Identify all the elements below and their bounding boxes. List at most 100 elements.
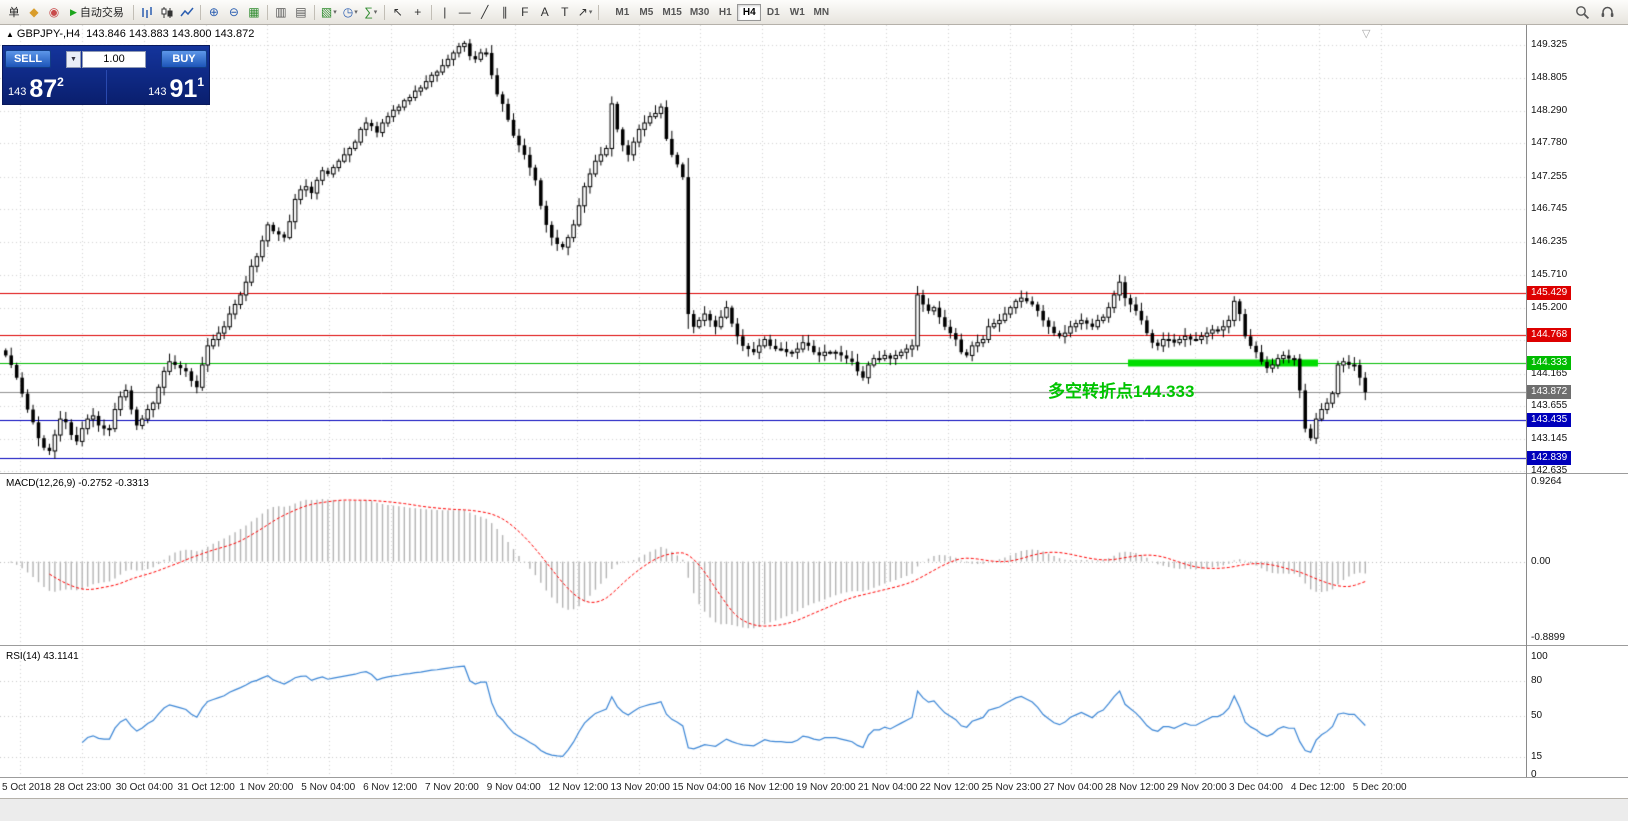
vertical-line-icon[interactable]: | <box>435 2 455 22</box>
time-axis-label: 22 Nov 12:00 <box>919 782 980 793</box>
text-label-icon[interactable]: T <box>555 2 575 22</box>
timeframe-h4[interactable]: H4 <box>737 3 762 21</box>
timeframe-m15[interactable]: M15 <box>658 4 685 21</box>
buy-price[interactable]: 143 91 1 <box>105 70 210 104</box>
rsi-scale-tick: 100 <box>1531 651 1548 662</box>
symbol-period-label: GBPJPY-,H4 <box>16 28 81 40</box>
timeframe-h1[interactable]: H1 <box>713 4 737 21</box>
macd-scale-tick: 0.00 <box>1531 555 1551 567</box>
price-level-badge: 142.839 <box>1527 451 1572 465</box>
buy-button[interactable]: BUY <box>161 50 207 68</box>
pane-divider-rsi[interactable] <box>0 645 1628 646</box>
price-scale-tick: 144.165 <box>1531 367 1568 379</box>
zoom-out-icon[interactable]: ⊖ <box>224 2 244 22</box>
price-scale-tick: 149.325 <box>1531 39 1568 50</box>
timeframe-w1[interactable]: W1 <box>785 4 809 21</box>
rsi-scale-tick: 50 <box>1531 710 1543 721</box>
timeframe-m30[interactable]: M30 <box>686 4 713 21</box>
timeframe-m5[interactable]: M5 <box>634 4 658 21</box>
toolbar-right-group <box>1572 2 1624 22</box>
time-axis-label: 28 Oct 23:00 <box>53 782 112 793</box>
navigator-icon[interactable]: ◉ <box>44 2 64 22</box>
auto-trading-button[interactable]: ▶ 自动交易 <box>64 2 130 22</box>
time-axis-label: 5 Oct 2018 <box>2 782 51 793</box>
ohlc-values: 143.846 143.883 143.800 143.872 <box>86 28 255 40</box>
price-scale-tick: 148.805 <box>1531 72 1568 84</box>
pane-divider-axis <box>0 777 1628 778</box>
price-scale-tick: 143.145 <box>1531 432 1568 444</box>
time-axis-label: 27 Nov 04:00 <box>1043 782 1103 793</box>
price-scale-tick: 148.290 <box>1531 104 1568 116</box>
timeframe-d1[interactable]: D1 <box>761 4 785 21</box>
crosshair-icon[interactable]: + <box>408 2 428 22</box>
cursor-icon[interactable]: ↖ <box>388 2 408 22</box>
price-level-badge: 145.429 <box>1527 286 1572 301</box>
sell-price-small: 143 <box>8 86 27 98</box>
time-axis-label: 29 Nov 20:00 <box>1167 782 1227 793</box>
cascade-windows-icon[interactable]: ▤ <box>291 2 311 22</box>
toolbar-separator <box>199 4 201 20</box>
chevron-down-icon: ▾ <box>354 9 358 16</box>
new-chart-icon[interactable]: ▧ ▾ <box>318 2 340 22</box>
time-axis-label: 7 Nov 20:00 <box>424 782 479 793</box>
time-axis-label: 15 Nov 04:00 <box>672 782 732 793</box>
rsi-scale-tick: 80 <box>1531 674 1543 686</box>
line-chart-icon[interactable] <box>177 2 197 22</box>
toolbar: 单 ◆ ◉ ▶ 自动交易 ⊕ ⊖ ▦ ▥ ▤ ▧ ▾ ◷ ▾ ∑ ▾ ↖ + | — ╱ ∥ F A T ↗ ▾ M1 M5 M15 M30… <box>0 0 1628 25</box>
market-watch-icon[interactable]: ◆ <box>24 2 44 22</box>
time-axis-label: 30 Oct 04:00 <box>115 782 173 793</box>
candlestick-chart-icon[interactable] <box>157 2 177 22</box>
time-axis-label: 5 Nov 04:00 <box>301 782 356 793</box>
macd-values: -0.2752 -0.3313 <box>78 478 149 489</box>
one-click-trading-panel: SELL ▼ BUY 143 87 2 143 91 1 <box>2 45 210 105</box>
one-click-toggle-icon[interactable]: ▲ <box>6 30 14 39</box>
macd-label: MACD(12,26,9) -0.2752 -0.3313 <box>6 478 149 489</box>
profiles-icon[interactable]: ◷ ▾ <box>340 2 361 22</box>
macd-scale-tick: 0.9264 <box>1531 476 1562 488</box>
sell-price[interactable]: 143 87 2 <box>3 70 106 104</box>
volume-dropdown-icon[interactable]: ▼ <box>66 50 81 68</box>
price-scale-tick: 146.745 <box>1531 203 1568 215</box>
toolbar-separator <box>313 4 315 20</box>
horizontal-line-icon[interactable]: — <box>455 2 475 22</box>
chart-canvas[interactable] <box>0 25 1526 798</box>
tile-windows-icon[interactable]: ▥ <box>271 2 291 22</box>
macd-scale-tick: -0.8899 <box>1531 632 1565 644</box>
price-scale-tick: 142.635 <box>1531 465 1568 476</box>
text-icon[interactable]: A <box>535 2 555 22</box>
timeframe-m1[interactable]: M1 <box>610 4 634 21</box>
price-scale-tick: 145.200 <box>1531 301 1568 313</box>
time-axis-label: 25 Nov 23:00 <box>981 782 1042 793</box>
rsi-value: 43.1141 <box>43 651 79 662</box>
time-axis-label: 28 Nov 12:00 <box>1105 782 1165 793</box>
arrows-icon[interactable]: ↗ ▾ <box>575 2 596 22</box>
new-order-button[interactable]: 单 <box>4 2 24 22</box>
zoom-in-icon[interactable]: ⊕ <box>204 2 224 22</box>
sell-price-sup: 2 <box>57 75 64 89</box>
price-scale-separator <box>1526 25 1527 777</box>
volume-input[interactable] <box>82 50 146 68</box>
time-axis-label: 9 Nov 04:00 <box>486 782 541 793</box>
bid-price-badge: 143.872 <box>1527 385 1572 400</box>
fibonacci-icon[interactable]: F <box>515 2 535 22</box>
price-scale-tick: 146.235 <box>1531 235 1568 247</box>
pane-divider-macd[interactable] <box>0 473 1628 474</box>
time-axis-label: 6 Nov 12:00 <box>363 782 418 793</box>
timeframe-mn[interactable]: MN <box>809 4 833 21</box>
time-axis-label: 13 Nov 20:00 <box>610 782 671 793</box>
support-icon[interactable] <box>1597 2 1618 22</box>
chart-annotation-text[interactable]: 多空转折点144.333 <box>1048 382 1195 401</box>
trendline-icon[interactable]: ╱ <box>475 2 495 22</box>
sell-button[interactable]: SELL <box>5 50 51 68</box>
grid-icon[interactable]: ▦ <box>244 2 264 22</box>
chart-shift-marker[interactable]: ▽ <box>1362 28 1371 40</box>
channel-icon[interactable]: ∥ <box>495 2 515 22</box>
indicators-icon[interactable]: ∑ ▾ <box>361 2 381 22</box>
search-icon[interactable] <box>1572 2 1593 22</box>
price-scale-tick: 147.255 <box>1531 170 1568 182</box>
price-level-badge: 143.435 <box>1527 413 1572 428</box>
time-axis-label: 5 Dec 20:00 <box>1352 782 1407 793</box>
play-icon: ▶ <box>70 6 77 17</box>
buy-price-small: 143 <box>148 86 167 98</box>
bar-chart-icon[interactable] <box>137 2 157 22</box>
